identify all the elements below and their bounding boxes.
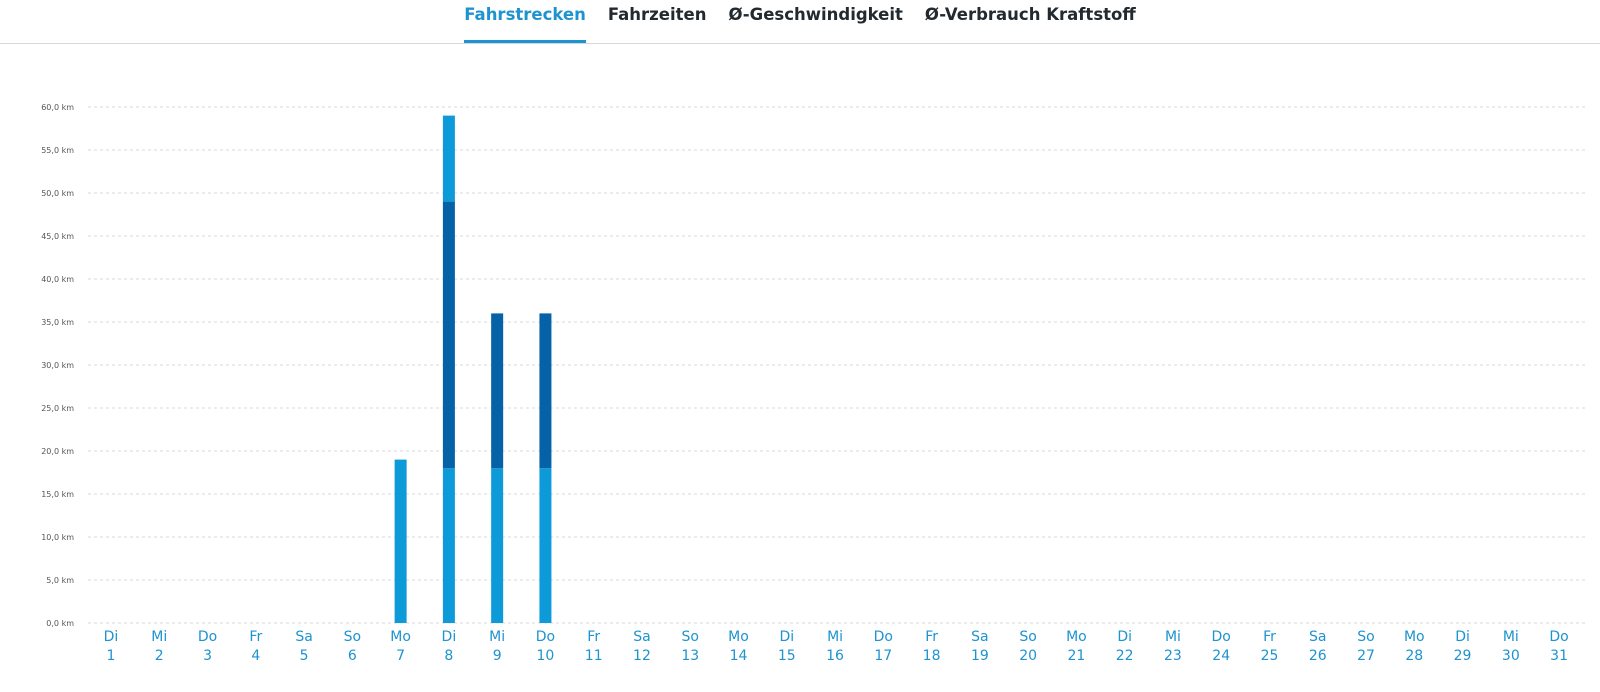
x-tick-date-label: 31 [1550,648,1568,664]
x-tick-date-label: 3 [203,648,212,664]
x-tick-date-label: 12 [633,648,651,664]
x-tick-day-label: Di [442,629,457,645]
x-tick-day-label: Di [104,629,119,645]
x-tick-date-label: 19 [971,648,989,664]
x-tick-date-label: 24 [1212,648,1230,664]
tab-list: Fahrstrecken Fahrzeiten Ø-Geschwindigkei… [0,0,1600,43]
x-tick-day-label: Di [1455,629,1470,645]
bar-segment[interactable] [442,468,455,623]
y-tick-label: 0,0 km [46,619,74,628]
x-tick-date-label: 5 [300,648,309,664]
x-tick-date-label: 10 [537,648,555,664]
bar-segment[interactable] [539,468,552,623]
x-tick-date-label: 9 [493,648,502,664]
y-tick-label: 20,0 km [41,447,74,456]
x-tick-day-label: Do [536,629,555,645]
x-tick-day-label: Do [1212,629,1231,645]
x-tick-day-label: Mo [390,629,411,645]
tab-durchschnittsgeschwindigkeit[interactable]: Ø-Geschwindigkeit [728,5,903,24]
x-tick-date-label: 4 [251,648,260,664]
bar-segment[interactable] [539,313,552,469]
x-tick-day-label: Do [198,629,217,645]
x-tick-date-label: 18 [923,648,941,664]
x-tick-day-label: So [1357,629,1374,645]
x-tick-date-label: 16 [826,648,844,664]
x-tick-date-label: 11 [585,648,603,664]
x-tick-day-label: So [682,629,699,645]
x-tick-day-label: Do [1549,629,1568,645]
x-tick-date-label: 14 [730,648,748,664]
y-tick-label: 10,0 km [41,533,74,542]
y-tick-label: 40,0 km [41,275,74,284]
y-tick-label: 45,0 km [41,232,74,241]
x-tick-day-label: Sa [971,629,988,645]
x-tick-day-label: Sa [1309,629,1326,645]
x-tick-day-label: Mo [1404,629,1425,645]
bar-segment[interactable] [442,115,455,202]
y-tick-label: 55,0 km [41,146,74,155]
bar-segment[interactable] [394,459,407,623]
bar-segment[interactable] [442,201,455,469]
x-tick-day-label: Mi [1165,629,1181,645]
y-tick-label: 5,0 km [46,576,74,585]
y-tick-label: 25,0 km [41,404,74,413]
x-tick-date-label: 30 [1502,648,1520,664]
tab-durchschnittsverbrauch-kraftstoff[interactable]: Ø-Verbrauch Kraftstoff [924,5,1136,24]
x-tick-date-label: 8 [444,648,453,664]
x-tick-day-label: Do [874,629,893,645]
x-tick-date-label: 17 [874,648,892,664]
x-tick-date-label: 21 [1067,648,1085,664]
x-tick-day-label: Fr [925,629,938,645]
x-tick-day-label: Mo [728,629,749,645]
x-tick-day-label: Mi [1503,629,1519,645]
bar-segment[interactable] [491,313,504,469]
x-tick-day-label: So [344,629,361,645]
x-tick-date-label: 1 [107,648,116,664]
x-tick-date-label: 27 [1357,648,1375,664]
x-tick-date-label: 26 [1309,648,1327,664]
x-tick-day-label: Sa [633,629,650,645]
x-tick-day-label: Sa [295,629,312,645]
x-tick-day-label: Di [1117,629,1132,645]
y-tick-label: 15,0 km [41,490,74,499]
x-tick-date-label: 7 [396,648,405,664]
x-tick-day-label: Fr [587,629,600,645]
x-tick-date-label: 23 [1164,648,1182,664]
x-tick-date-label: 13 [681,648,699,664]
y-tick-label: 60,0 km [41,103,74,112]
x-tick-date-label: 2 [155,648,164,664]
x-tick-date-label: 20 [1019,648,1037,664]
x-tick-day-label: Fr [1263,629,1276,645]
x-tick-day-label: Mi [151,629,167,645]
x-tick-date-label: 22 [1116,648,1134,664]
x-tick-date-label: 6 [348,648,357,664]
y-tick-label: 50,0 km [41,189,74,198]
tab-fahrzeiten[interactable]: Fahrzeiten [607,5,707,24]
x-tick-day-label: Mi [489,629,505,645]
y-tick-label: 35,0 km [41,318,74,327]
bar-segment[interactable] [491,468,504,623]
x-tick-day-label: Fr [249,629,262,645]
tab-fahrstrecken[interactable]: Fahrstrecken [464,0,586,43]
x-tick-day-label: Mo [1066,629,1087,645]
x-tick-day-label: Di [779,629,794,645]
x-tick-date-label: 28 [1405,648,1423,664]
x-tick-date-label: 25 [1261,648,1279,664]
tab-bar: Fahrstrecken Fahrzeiten Ø-Geschwindigkei… [0,0,1600,44]
y-tick-label: 30,0 km [41,361,74,370]
x-tick-date-label: 15 [778,648,796,664]
x-tick-day-label: Mi [827,629,843,645]
x-tick-day-label: So [1019,629,1036,645]
x-tick-date-label: 29 [1454,648,1472,664]
